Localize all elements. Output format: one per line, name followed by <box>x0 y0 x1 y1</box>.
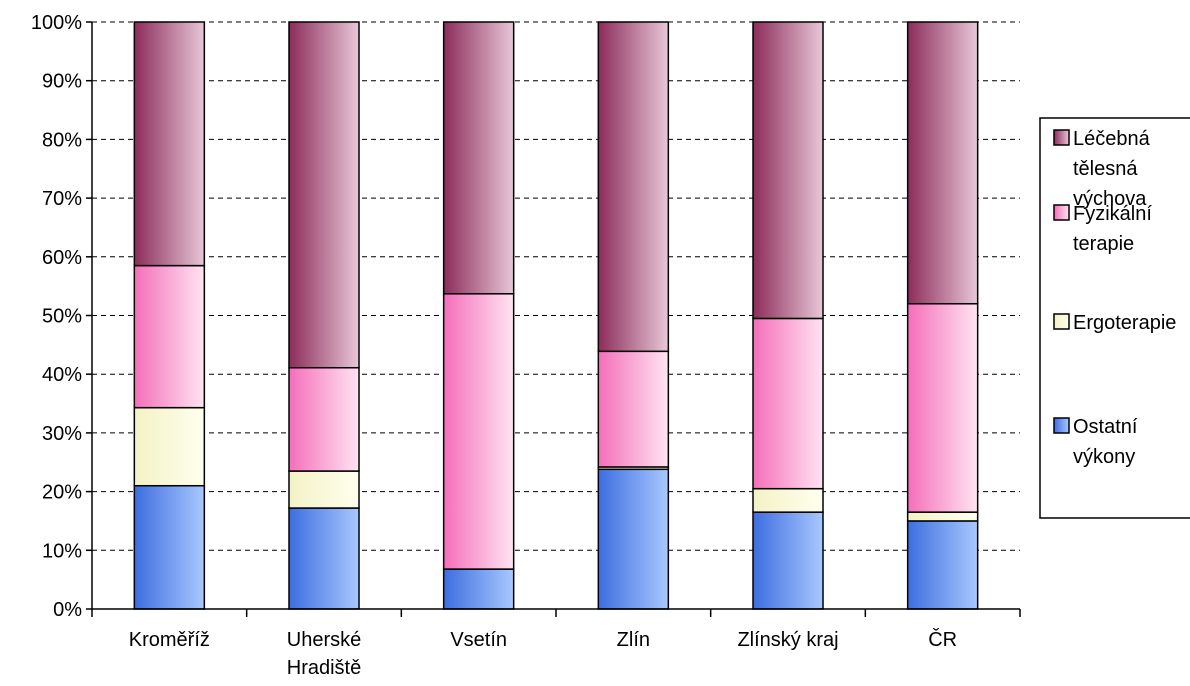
y-axis-tick-labels: 0% 10% 20% 30% 40% 50% 60% 70% 80% 90% 100% <box>31 12 82 621</box>
gridlines <box>92 21 1020 551</box>
bar-segment <box>752 21 824 320</box>
bar-segment <box>288 470 360 509</box>
bar-segment <box>752 511 824 610</box>
x-tick-label: Uherské Hradiště <box>287 629 361 679</box>
bar-segment <box>442 568 515 610</box>
bar-segment <box>288 366 360 472</box>
y-tick-label: 70% <box>42 188 82 210</box>
y-tick-label: 30% <box>42 423 82 445</box>
bars <box>133 21 979 610</box>
bar-segment <box>133 406 206 487</box>
bar-segment <box>133 264 206 409</box>
y-tick-label: 0% <box>53 599 82 621</box>
y-tick-label: 10% <box>42 540 82 562</box>
y-tick-label: 50% <box>42 306 82 328</box>
legend-swatch <box>1053 417 1070 434</box>
bar-segment <box>752 317 824 490</box>
x-tick-label: Kroměříž <box>129 629 210 651</box>
x-tick-label: Zlínský kraj <box>737 629 838 651</box>
x-tick-label: Zlín <box>617 629 650 651</box>
axes <box>86 21 1021 617</box>
bar-segment <box>442 293 515 570</box>
bar-segment <box>597 468 670 610</box>
bar-segment <box>597 21 670 353</box>
legend-swatch <box>1053 313 1070 330</box>
y-tick-label: 100% <box>31 12 82 34</box>
y-tick-label: 90% <box>42 71 82 93</box>
legend-label: Ergoterapie <box>1073 312 1176 334</box>
bar-segment <box>288 507 360 610</box>
x-axis-tick-labels: Kroměříž Uherské Hradiště Vsetín Zlín Zlínský… <box>129 628 957 679</box>
y-tick-label: 80% <box>42 129 82 151</box>
bar-segment <box>288 21 360 369</box>
legend-label: Ostatní výkony <box>1073 416 1138 468</box>
y-tick-label: 40% <box>42 364 82 386</box>
y-tick-label: 60% <box>42 247 82 269</box>
bar-segment <box>906 520 979 610</box>
bar-segment <box>906 511 979 522</box>
y-tick-label: 20% <box>42 482 82 504</box>
x-tick-label: Vsetín <box>450 629 507 651</box>
bar-segment <box>597 350 670 468</box>
bar-segment <box>442 21 515 295</box>
legend-swatch <box>1053 204 1070 221</box>
bar-segment <box>133 484 206 610</box>
bar-segment <box>906 303 979 513</box>
legend-label: Léčebná tělesná výchova <box>1073 128 1151 210</box>
x-tick-label: ČR <box>928 628 957 651</box>
legend-swatch <box>1053 129 1070 146</box>
bar-segment <box>133 21 206 267</box>
legend-label: Fyzikální terapie <box>1073 203 1152 255</box>
bar-segment <box>752 487 824 513</box>
bar-segment <box>906 21 979 305</box>
